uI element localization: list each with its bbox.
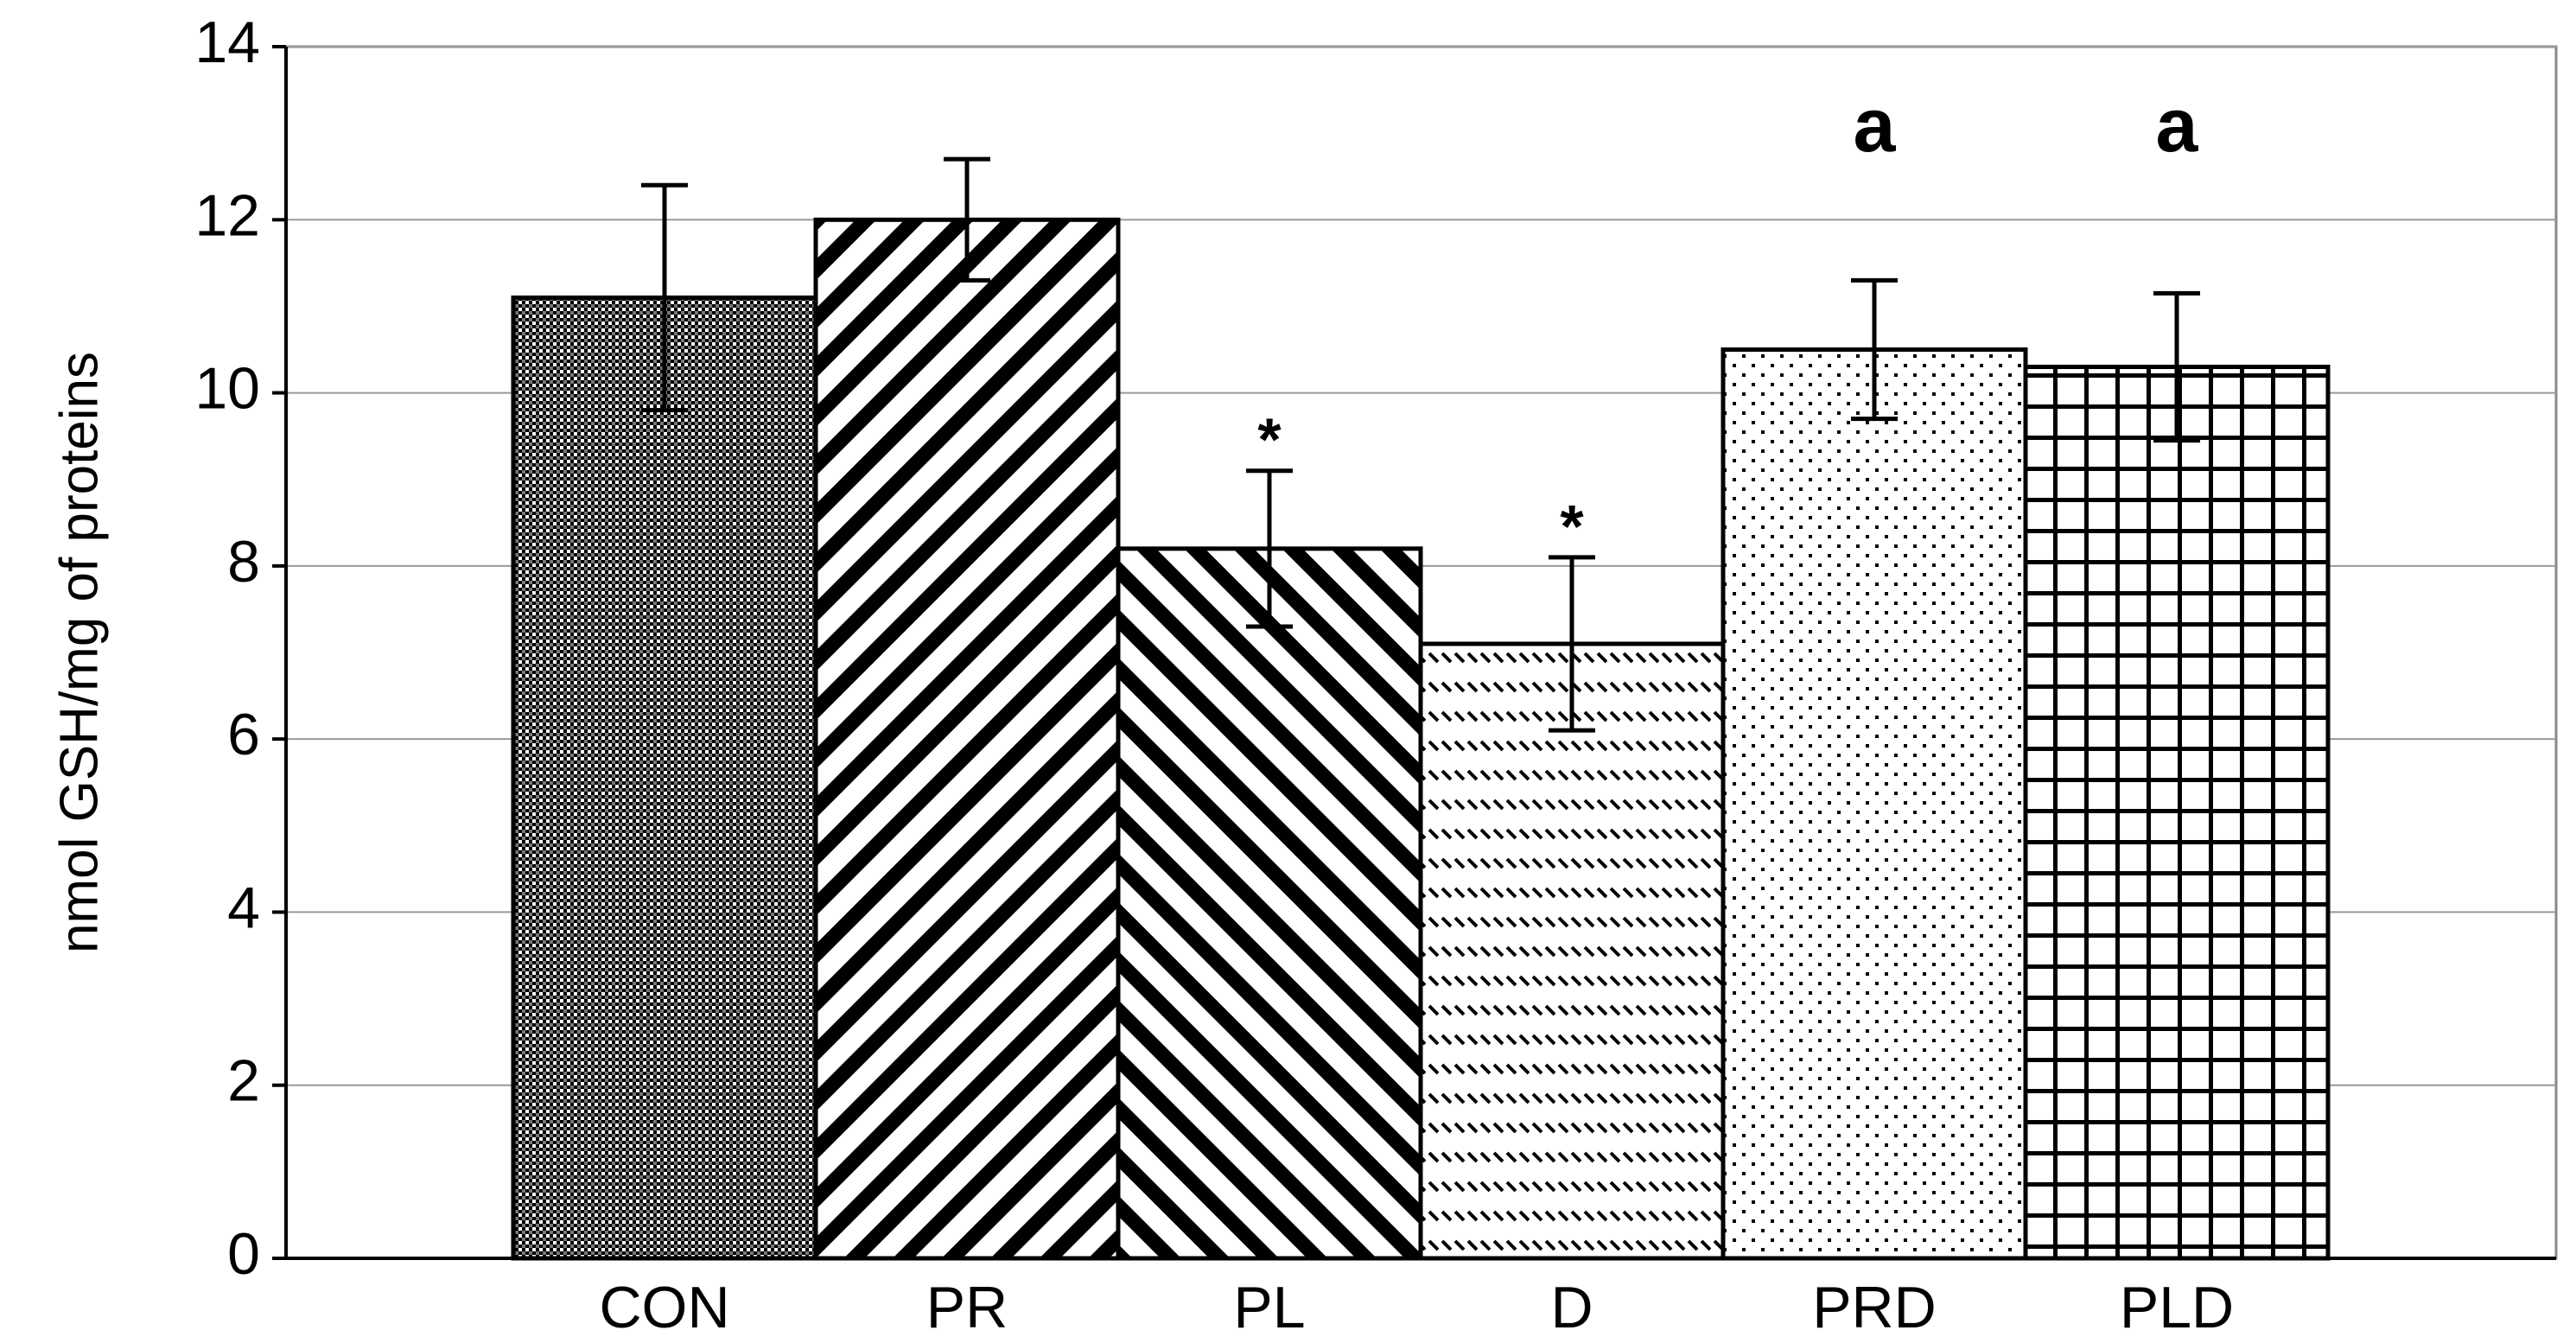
y-axis-title: nmol GSH/mg of proteins — [49, 352, 109, 953]
y-tick-label: 8 — [227, 529, 260, 595]
error-bar — [1851, 277, 1898, 422]
bar — [813, 217, 1121, 1261]
x-tick-label: PRD — [1812, 1275, 1937, 1340]
x-tick-label: D — [1550, 1275, 1593, 1340]
y-tick-label: 6 — [227, 702, 260, 767]
y-tick-label: 14 — [194, 10, 260, 75]
bar — [1721, 347, 2028, 1261]
y-tick-label: 2 — [227, 1048, 260, 1114]
bar — [1418, 641, 1726, 1261]
y-tick-label: 4 — [227, 875, 260, 940]
bar — [1116, 546, 1423, 1261]
annotation: * — [1560, 493, 1584, 560]
annotation: a — [1854, 82, 1897, 168]
annotation: * — [1257, 406, 1282, 474]
bar — [511, 295, 818, 1261]
overlay: 0 2 4 6 8 10 12 14 CON PR PL * D * PRD a PLD a — [194, 10, 2234, 1340]
y-tick-label: 0 — [227, 1221, 260, 1287]
error-bar — [1549, 555, 1595, 733]
y-tick-label: 12 — [194, 182, 260, 248]
bars — [511, 217, 2331, 1261]
x-tick-label: PL — [1233, 1275, 1305, 1340]
bar — [2023, 365, 2331, 1261]
error-bar — [1246, 468, 1293, 629]
error-bar — [641, 182, 688, 413]
y-tick-label: 10 — [194, 356, 260, 422]
error-bar — [2153, 290, 2200, 443]
x-tick-label: PLD — [2120, 1275, 2234, 1340]
annotation: a — [2156, 82, 2199, 168]
x-tick-label: PR — [926, 1275, 1008, 1340]
x-tick-label: CON — [599, 1275, 729, 1340]
error-bar — [944, 156, 990, 283]
